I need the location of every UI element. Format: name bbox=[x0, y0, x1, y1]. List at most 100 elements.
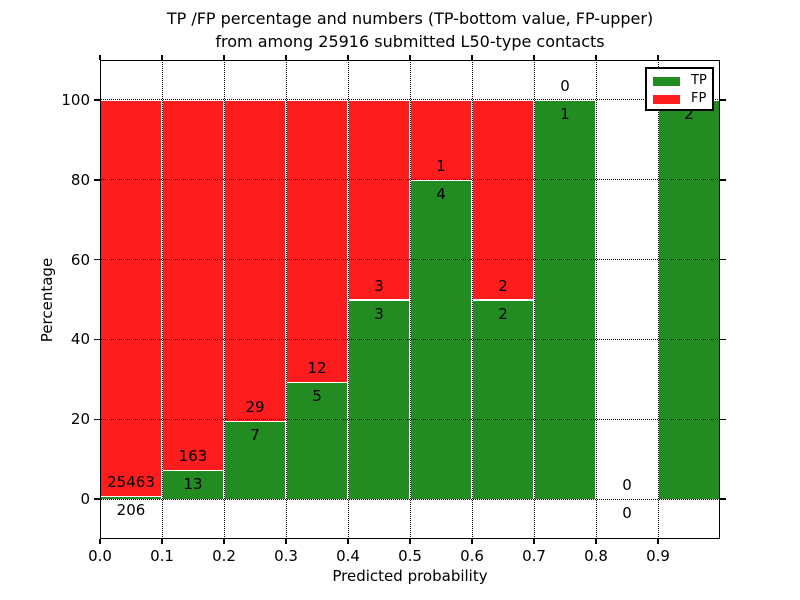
x-tick-label: 0.9 bbox=[646, 547, 670, 565]
vertical-gridline bbox=[657, 60, 659, 539]
legend-item-tp: TP bbox=[653, 73, 712, 89]
bar-segment-fp bbox=[162, 99, 224, 470]
bar-segment-fp bbox=[348, 99, 410, 300]
bar-segment-tp bbox=[348, 299, 410, 500]
chart-title-line2: from among 25916 submitted L50-type cont… bbox=[215, 32, 605, 51]
x-tick-bottom bbox=[223, 539, 225, 544]
fp-count-label: 0 bbox=[622, 476, 632, 495]
bar-segment-tp bbox=[162, 469, 224, 500]
bar-segment-tp bbox=[224, 421, 286, 500]
y-tick-label: 40 bbox=[70, 330, 90, 349]
tp-count-label: 206 bbox=[116, 500, 146, 519]
y-tick-right bbox=[720, 99, 726, 101]
tp-count-label: 0 bbox=[622, 504, 632, 523]
vertical-gridline bbox=[533, 60, 535, 539]
x-tick-top bbox=[161, 55, 163, 60]
x-tick-bottom bbox=[161, 539, 163, 544]
x-tick-bottom bbox=[99, 539, 101, 544]
bar-segment-fp bbox=[100, 99, 162, 496]
fp-count-label: 163 bbox=[178, 446, 208, 465]
fp-count-label: 0 bbox=[560, 76, 570, 95]
x-tick-bottom bbox=[471, 539, 473, 544]
x-axis-label: Predicted probability bbox=[332, 567, 488, 585]
x-tick-top bbox=[409, 55, 411, 60]
x-tick-top bbox=[223, 55, 225, 60]
tp-count-label: 7 bbox=[250, 426, 260, 445]
horizontal-gridline bbox=[100, 179, 720, 181]
x-tick-label: 0.2 bbox=[212, 547, 236, 565]
fp-count-label: 2 bbox=[498, 276, 508, 295]
bar-segment-tp bbox=[658, 99, 720, 500]
horizontal-gridline bbox=[100, 99, 720, 101]
fp-count-label: 29 bbox=[245, 398, 265, 417]
tp-count-label: 3 bbox=[374, 304, 384, 323]
legend-tp-label: TP bbox=[691, 73, 707, 88]
vertical-gridline bbox=[595, 60, 597, 539]
x-tick-label: 0.6 bbox=[460, 547, 484, 565]
x-tick-label: 0.0 bbox=[88, 547, 112, 565]
y-tick-right bbox=[720, 179, 726, 181]
x-tick-top bbox=[471, 55, 473, 60]
chart-title-line1: TP /FP percentage and numbers (TP-bottom… bbox=[166, 9, 654, 28]
vertical-gridline bbox=[471, 60, 473, 539]
y-tick-label: 20 bbox=[70, 410, 90, 429]
x-tick-bottom bbox=[595, 539, 597, 544]
fp-count-label: 25463 bbox=[107, 472, 155, 491]
y-tick-right bbox=[720, 258, 726, 261]
y-tick-right bbox=[720, 338, 726, 341]
fp-count-label: 1 bbox=[436, 156, 446, 175]
y-tick-label: 80 bbox=[70, 170, 90, 189]
y-tick-left bbox=[94, 99, 100, 101]
x-tick-top bbox=[99, 55, 101, 60]
x-tick-bottom bbox=[285, 539, 287, 544]
x-tick-label: 0.8 bbox=[584, 547, 608, 565]
x-tick-label: 0.7 bbox=[522, 547, 546, 565]
x-tick-top bbox=[595, 55, 597, 60]
x-tick-top bbox=[285, 55, 287, 60]
horizontal-gridline bbox=[100, 259, 720, 261]
x-tick-bottom bbox=[347, 539, 349, 544]
x-tick-bottom bbox=[409, 539, 411, 544]
x-tick-bottom bbox=[533, 539, 535, 544]
y-tick-left bbox=[94, 338, 100, 341]
tp-count-label: 4 bbox=[436, 184, 446, 203]
bar-segment-tp bbox=[286, 381, 348, 500]
x-tick-top bbox=[533, 55, 535, 60]
vertical-gridline bbox=[285, 60, 287, 539]
tp-count-label: 13 bbox=[183, 474, 203, 493]
y-tick-right bbox=[720, 498, 726, 500]
y-tick-left bbox=[94, 418, 100, 420]
bar-segment-fp bbox=[224, 99, 286, 422]
tp-count-label: 2 bbox=[498, 304, 508, 323]
horizontal-gridline bbox=[100, 338, 720, 340]
x-tick-bottom bbox=[657, 539, 659, 544]
fp-count-label: 3 bbox=[374, 276, 384, 295]
x-tick-label: 0.1 bbox=[150, 547, 174, 565]
bar-segment-fp bbox=[410, 99, 472, 180]
vertical-gridline bbox=[409, 60, 411, 539]
vertical-gridline bbox=[223, 60, 225, 539]
y-tick-left bbox=[94, 179, 100, 181]
legend-fp-label: FP bbox=[691, 91, 707, 106]
y-tick-right bbox=[720, 418, 726, 420]
y-tick-left bbox=[94, 498, 100, 500]
tp-count-label: 1 bbox=[560, 104, 570, 123]
bar-segment-tp bbox=[472, 299, 534, 500]
legend-tp-swatch bbox=[653, 76, 680, 86]
horizontal-gridline bbox=[100, 498, 720, 500]
y-tick-label: 60 bbox=[70, 250, 90, 269]
tp-count-label: 5 bbox=[312, 386, 322, 405]
chart-title: TP /FP percentage and numbers (TP-bottom… bbox=[100, 7, 720, 53]
bar-segment-fp bbox=[472, 99, 534, 300]
fp-count-label: 12 bbox=[307, 358, 327, 377]
legend-item-fp: FP bbox=[653, 91, 712, 107]
y-tick-label: 100 bbox=[61, 90, 90, 109]
x-tick-label: 0.5 bbox=[398, 547, 422, 565]
x-tick-label: 0.3 bbox=[274, 547, 298, 565]
vertical-gridline bbox=[347, 60, 349, 539]
x-tick-top bbox=[347, 55, 349, 60]
horizontal-gridline bbox=[100, 418, 720, 420]
y-tick-label: 0 bbox=[80, 490, 90, 509]
vertical-gridline bbox=[161, 60, 163, 539]
